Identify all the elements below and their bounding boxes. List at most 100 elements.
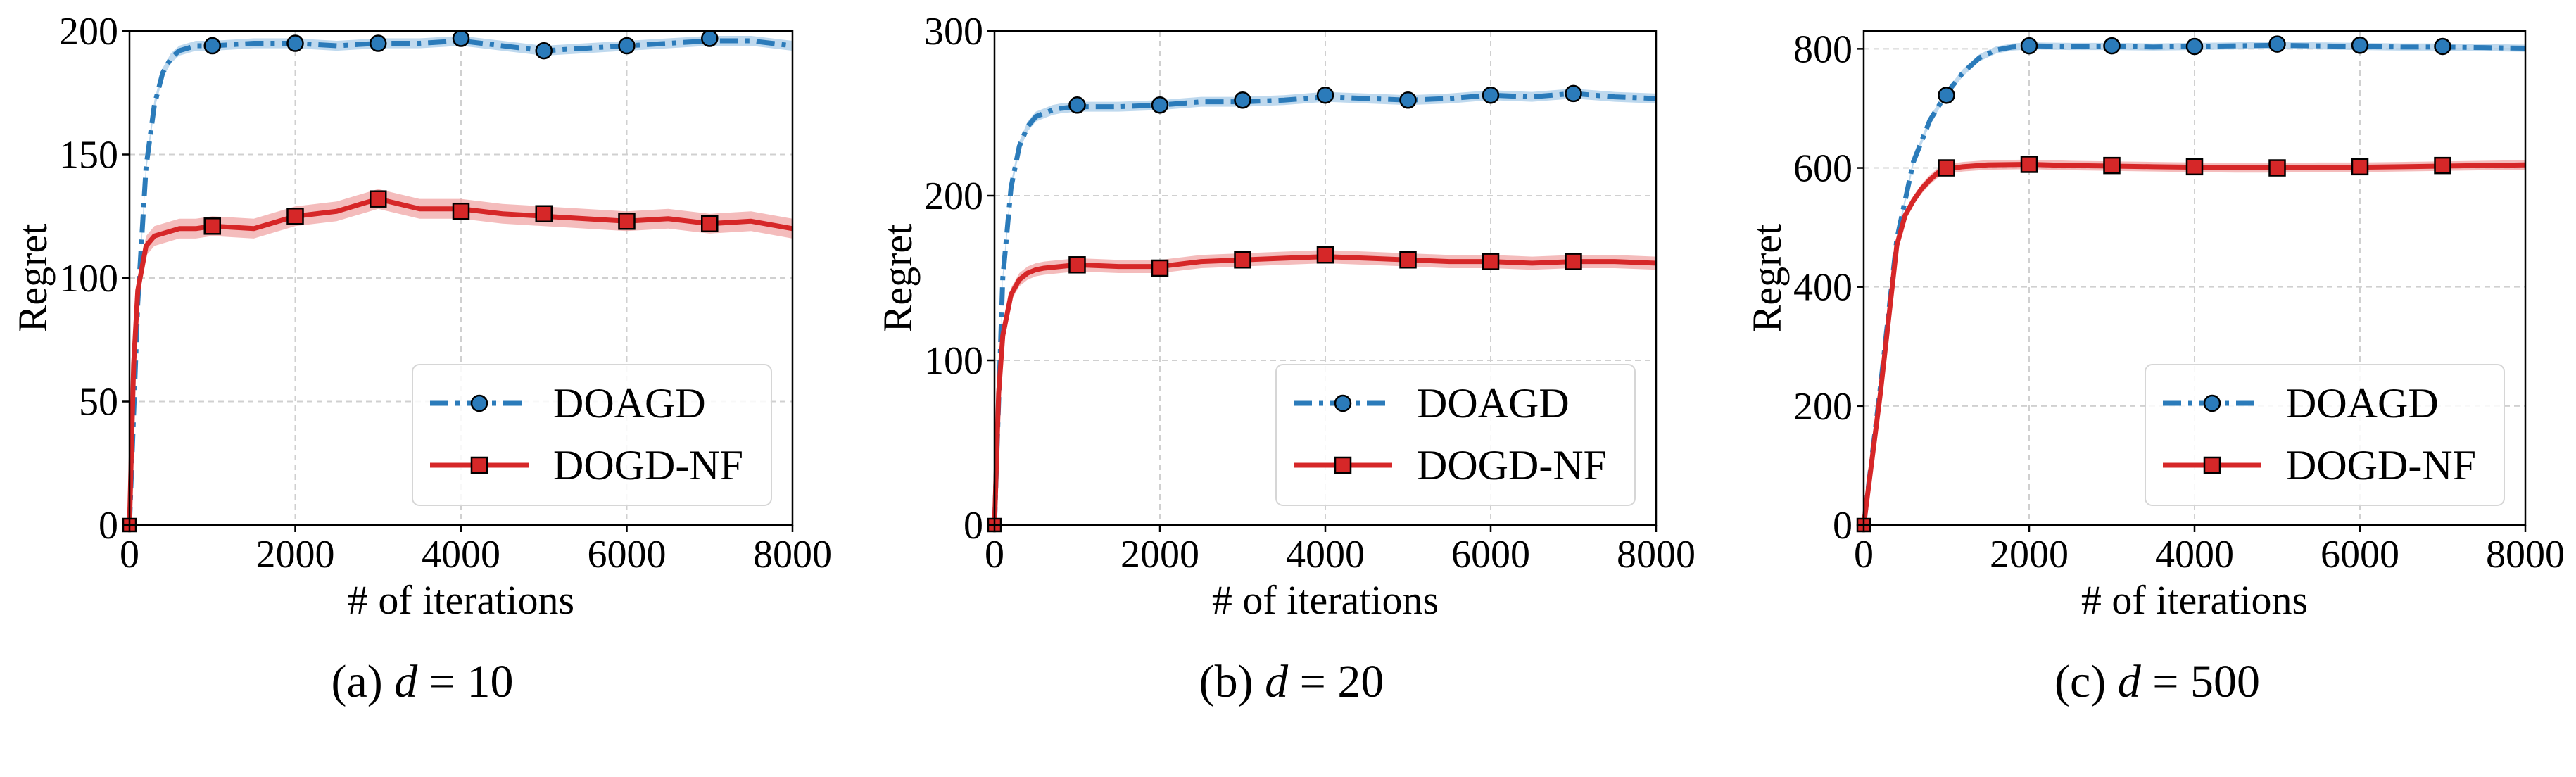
series-marker — [2185, 158, 2204, 176]
legend-marker-circle — [2203, 394, 2221, 412]
y-tick-label: 300 — [924, 10, 983, 53]
legend-box — [1275, 364, 1636, 506]
series-line-doagd — [992, 91, 1657, 526]
y-tick-label: 200 — [1793, 385, 1852, 429]
panel-caption: (c) d = 500 — [2054, 656, 2260, 707]
caption-variable: d — [394, 656, 418, 707]
series-marker — [2103, 156, 2121, 175]
series-marker — [2268, 35, 2286, 53]
x-tick-label: 8000 — [2486, 533, 2565, 576]
legend-marker-square — [1334, 456, 1352, 474]
y-tick-label: 0 — [99, 504, 118, 548]
x-tick-label: 4000 — [1286, 533, 1365, 576]
series-marker — [2268, 159, 2286, 177]
series-marker — [701, 30, 719, 47]
series-marker — [1482, 253, 1500, 270]
chart-panel-3: 0 2000 4000 6000 8000 0 200 400 600 800 # of itera… — [1744, 27, 2565, 707]
legend-label-doagd: DOAGD — [2286, 380, 2439, 427]
legend: DOAGD DOGD-NF — [1275, 364, 1636, 506]
caption-value: = 10 — [417, 656, 513, 707]
x-tick-label: 6000 — [1451, 533, 1530, 576]
y-tick-label: 100 — [924, 339, 983, 383]
y-tick-label: 800 — [1793, 27, 1852, 71]
x-tick-label: 4000 — [2155, 533, 2234, 576]
y-tick-label: 200 — [924, 175, 983, 218]
chart-panel-2: 0 2000 4000 6000 8000 0 100 200 300 # of iteratio… — [875, 10, 1696, 707]
series-marker — [535, 42, 553, 60]
series-marker — [1399, 251, 1417, 269]
y-axis-label: Regret — [10, 224, 56, 333]
caption-value: = 20 — [1288, 656, 1384, 707]
series-marker — [1068, 256, 1086, 274]
series-marker — [203, 37, 221, 55]
x-tick-label: 8000 — [1617, 533, 1696, 576]
caption-variable: d — [1265, 656, 1289, 707]
series-marker — [1151, 96, 1169, 114]
series-marker — [1399, 91, 1417, 109]
y-tick-label: 600 — [1793, 147, 1852, 191]
caption-value: = 500 — [2141, 656, 2260, 707]
y-tick-label: 400 — [1793, 266, 1852, 310]
y-axis-label: Regret — [1744, 224, 1790, 333]
series-marker — [2351, 37, 2369, 54]
y-tick-label: 100 — [59, 257, 118, 301]
series-marker — [701, 215, 719, 233]
x-tick-label: 4000 — [422, 533, 500, 576]
x-tick-label: 2000 — [256, 533, 335, 576]
series-line-doagd — [1861, 42, 2526, 526]
x-tick-label: 6000 — [2321, 533, 2399, 576]
legend-label-doagd: DOAGD — [1417, 380, 1570, 427]
x-tick-label: 0 — [120, 533, 139, 576]
series-marker — [2434, 37, 2451, 56]
legend-marker-circle — [470, 394, 488, 412]
legend-label-dogd-nf: DOGD-NF — [1417, 442, 1607, 488]
legend-box — [412, 364, 772, 506]
legend-label-dogd-nf: DOGD-NF — [2286, 442, 2476, 488]
panel-caption: (b) d = 20 — [1199, 656, 1384, 707]
x-tick-label: 6000 — [588, 533, 667, 576]
panel-caption: (a) d = 10 — [332, 656, 514, 707]
legend-label-doagd: DOAGD — [553, 380, 706, 427]
series-marker — [1316, 246, 1334, 264]
legend: DOAGD DOGD-NF — [2145, 364, 2505, 506]
series-marker — [286, 34, 304, 52]
series-marker — [452, 30, 470, 47]
caption-variable: d — [2118, 656, 2142, 707]
y-tick-label: 150 — [59, 134, 118, 177]
y-tick-label: 200 — [59, 10, 118, 53]
series-marker — [2434, 156, 2451, 175]
y-tick-label: 0 — [1833, 504, 1852, 548]
series-marker — [2020, 156, 2038, 173]
legend: DOAGD DOGD-NF — [412, 364, 772, 506]
x-axis-label: # of iterations — [348, 577, 574, 623]
legend-marker-circle — [1334, 394, 1352, 412]
series-marker — [2351, 158, 2369, 176]
y-tick-label: 0 — [964, 504, 983, 548]
y-axis-label: Regret — [875, 224, 921, 333]
series-marker — [1068, 96, 1086, 114]
x-tick-label: 0 — [985, 533, 1004, 576]
series-marker — [2020, 37, 2038, 55]
series-marker — [370, 190, 387, 208]
series-marker — [618, 37, 636, 55]
legend-box — [2145, 364, 2505, 506]
x-tick-label: 2000 — [1990, 533, 2069, 576]
series-marker — [1234, 251, 1251, 269]
legend-label-dogd-nf: DOGD-NF — [553, 442, 743, 488]
caption-prefix: (b) — [1199, 656, 1265, 707]
series-marker — [1234, 91, 1251, 109]
series-marker — [2103, 37, 2121, 55]
series-marker — [1938, 159, 1955, 177]
series-marker — [618, 213, 636, 230]
caption-prefix: (c) — [2054, 656, 2118, 707]
legend-marker-square — [470, 456, 488, 474]
series-marker — [203, 217, 221, 235]
x-axis-label: # of iterations — [2081, 577, 2308, 623]
series-marker — [1565, 253, 1582, 270]
series-marker — [535, 205, 553, 222]
y-tick-label: 50 — [79, 381, 118, 424]
series-marker — [1482, 87, 1500, 104]
x-tick-label: 2000 — [1120, 533, 1199, 576]
series-marker — [1565, 84, 1582, 103]
